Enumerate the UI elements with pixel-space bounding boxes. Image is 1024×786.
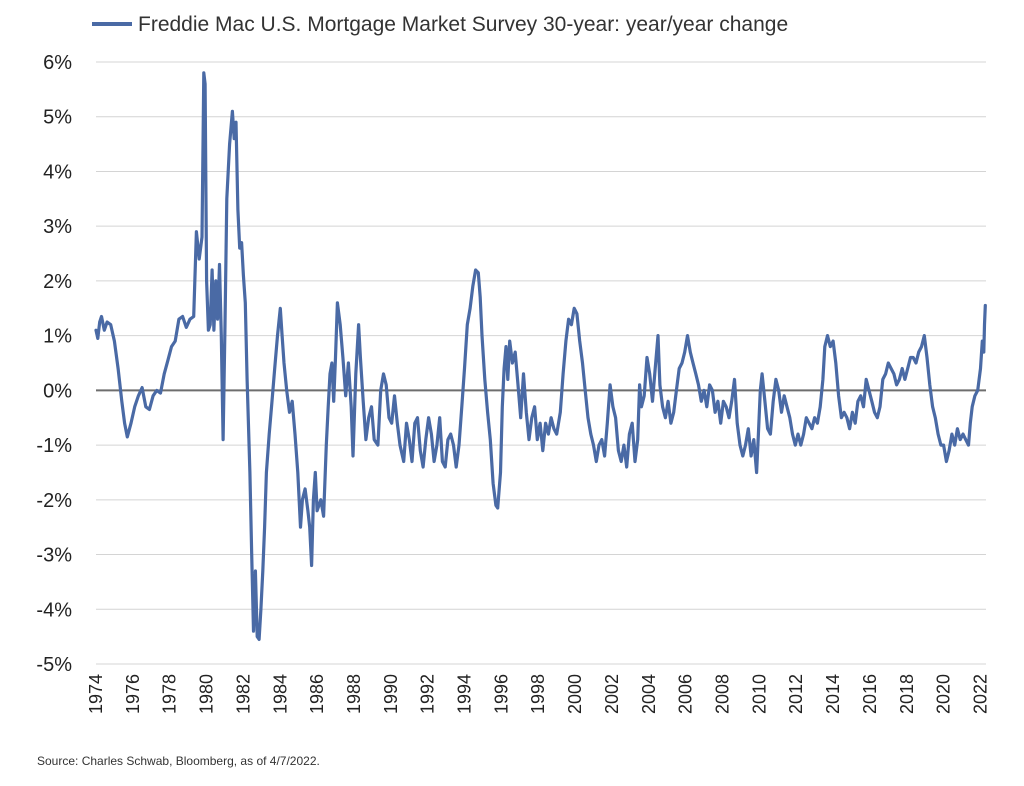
series-line [94,71,987,641]
x-tick-label: 1982 [233,674,253,714]
y-tick-label: 5% [43,107,72,129]
x-tick-label: 2022 [970,674,990,714]
x-tick-label: 2018 [897,674,917,714]
x-tick-label: 1990 [381,674,401,714]
x-tick-label: 1998 [528,674,548,714]
x-tick-label: 1992 [418,674,438,714]
y-tick-label: 4% [43,161,72,183]
x-tick-label: 1984 [270,674,290,714]
x-tick-label: 2016 [860,674,880,714]
x-tick-label: 2020 [934,674,954,714]
x-tick-label: 1986 [307,674,327,714]
x-axis: 1974 1976 1978 1980 1982 1984 1986 1988 1990 1992… [86,674,990,714]
legend-label: Freddie Mac U.S. Mortgage Market Survey … [138,13,788,36]
y-tick-label: 3% [43,216,72,238]
x-tick-label: 1988 [344,674,364,714]
x-tick-label: 1980 [197,674,217,714]
x-tick-label: 1994 [455,674,475,714]
x-tick-label: 2014 [823,674,843,714]
x-tick-label: 2004 [639,674,659,714]
legend: Freddie Mac U.S. Mortgage Market Survey … [92,13,788,36]
y-tick-label: 1% [43,326,72,348]
x-tick-label: 2000 [565,674,585,714]
y-tick-label: 2% [43,271,72,293]
x-tick-label: 2012 [786,674,806,714]
y-axis: 6% 5% 4% 3% 2% 1% 0% -1% -2% -3% -4% -5% [36,52,72,676]
y-tick-label: -2% [36,490,72,512]
x-tick-label: 1978 [160,674,180,714]
y-tick-label: -4% [36,599,72,621]
x-tick-label: 1996 [491,674,511,714]
y-tick-label: -3% [36,545,72,567]
y-tick-label: 0% [43,380,72,402]
source-note: Source: Charles Schwab, Bloomberg, as of… [37,754,320,768]
x-tick-label: 2010 [749,674,769,714]
x-tick-label: 2006 [676,674,696,714]
y-tick-label: 6% [43,52,72,74]
x-tick-label: 2002 [602,674,622,714]
x-tick-label: 2008 [713,674,733,714]
y-tick-label: -5% [36,654,72,676]
x-tick-label: 1976 [123,674,143,714]
y-tick-label: -1% [36,435,72,457]
x-tick-label: 1974 [86,674,106,714]
